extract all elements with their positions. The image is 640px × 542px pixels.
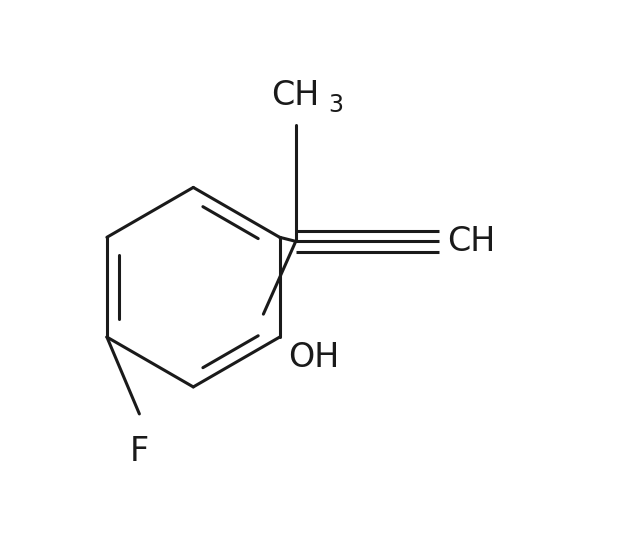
Text: CH: CH bbox=[271, 79, 320, 112]
Text: CH: CH bbox=[447, 225, 495, 258]
Text: OH: OH bbox=[287, 341, 339, 374]
Text: F: F bbox=[130, 435, 149, 468]
Text: 3: 3 bbox=[328, 93, 343, 117]
